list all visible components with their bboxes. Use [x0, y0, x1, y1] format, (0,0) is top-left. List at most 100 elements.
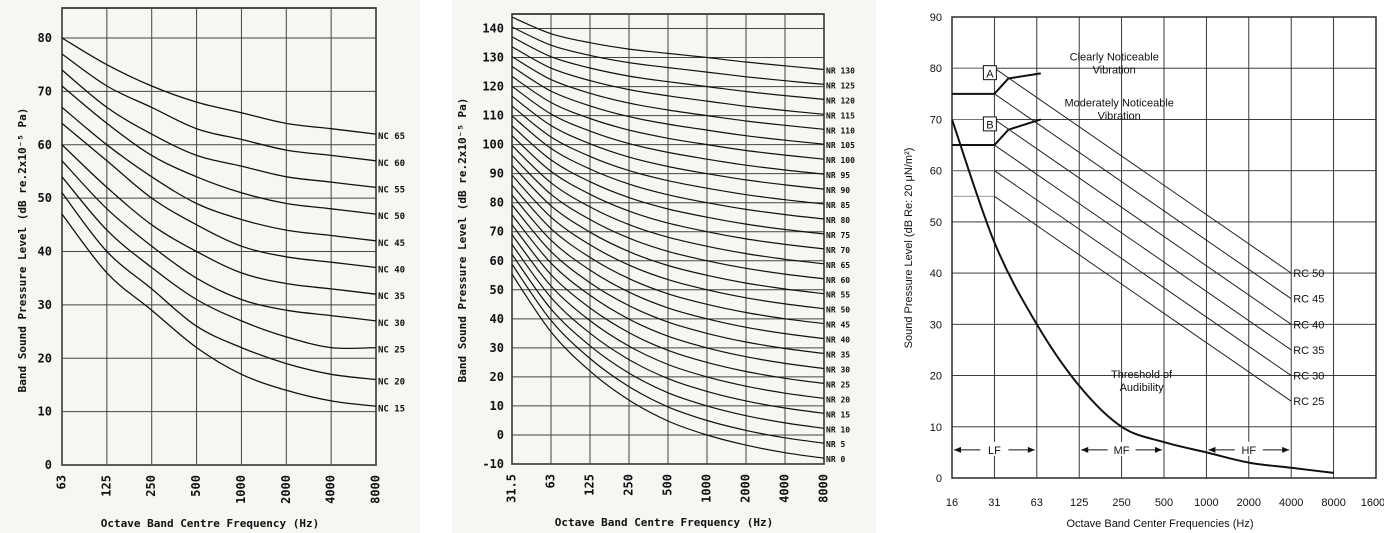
- series-label: NR 35: [826, 351, 850, 360]
- y-tick-label: 80: [38, 31, 52, 45]
- series-label: NC 30: [378, 319, 405, 329]
- series-label: NR 45: [826, 321, 850, 330]
- x-tick-label: 125: [99, 475, 113, 497]
- y-tick-label: 10: [38, 405, 52, 419]
- nr-curve: [511, 184, 825, 325]
- nr-curve: [511, 105, 825, 205]
- x-tick-label: 4000: [324, 475, 338, 504]
- y-tick-label: 90: [490, 167, 504, 181]
- nr-curve: [511, 145, 825, 265]
- mf-label: MF: [1114, 445, 1130, 457]
- series-label: NR 70: [826, 246, 850, 255]
- nr-curve: [511, 204, 825, 355]
- series-label: NR 80: [826, 216, 850, 225]
- label-a: A: [986, 68, 994, 80]
- y-axis-label: Band Sound Pressure Level (dB re.2x10⁻⁵ …: [16, 108, 29, 393]
- nr-curve: [511, 263, 825, 444]
- x-tick-label: 2000: [1237, 497, 1261, 509]
- box-a: [982, 65, 997, 81]
- series-label: NR 125: [826, 81, 855, 90]
- x-tick-label: 31: [988, 497, 1000, 509]
- nc-curve: [61, 37, 377, 135]
- y-tick-label: 0: [45, 458, 52, 472]
- x-tick-label: 500: [189, 475, 203, 497]
- nr-curve: [511, 56, 825, 130]
- nc-curve: [61, 106, 377, 242]
- series-label: NC 65: [378, 132, 405, 142]
- x-axis-label: Octave Band Center Frequencies (Hz): [1066, 518, 1253, 530]
- nr-curve: [511, 224, 825, 384]
- y-tick-label: 50: [38, 191, 52, 205]
- series-label: NC 50: [378, 212, 405, 222]
- lf-arrow-left: [954, 446, 961, 453]
- series-label: NR 75: [826, 231, 850, 240]
- y-tick-label: 110: [482, 109, 504, 123]
- y-tick-label: 100: [482, 138, 504, 152]
- series-label: NR 20: [826, 395, 850, 404]
- y-tick-label: 70: [38, 84, 52, 98]
- series-label: NR 30: [826, 365, 850, 374]
- series-label: RC 35: [1293, 345, 1324, 357]
- x-tick-label: 250: [1112, 497, 1130, 509]
- x-tick-label: 2000: [739, 474, 753, 503]
- x-tick-label: 4000: [778, 474, 792, 503]
- series-label: RC 40: [1293, 319, 1324, 331]
- nr-curve: [511, 135, 825, 250]
- nr-curve: [511, 125, 825, 235]
- y-tick-label: 30: [490, 341, 504, 355]
- series-label: NR 60: [826, 276, 850, 285]
- series-label: NR 0: [826, 455, 845, 464]
- y-axis-label: Band Sound Pressure Level (dB re.2x10⁻⁵ …: [456, 98, 469, 383]
- nr-curve: [511, 244, 825, 414]
- rc-line: [994, 93, 1292, 300]
- series-label: NR 100: [826, 156, 855, 165]
- nr-curve: [511, 164, 825, 295]
- series-label: NR 85: [826, 201, 850, 210]
- x-tick-label: 500: [661, 474, 675, 496]
- nc-curve: [61, 176, 377, 350]
- lf-label-bg: [980, 441, 1009, 456]
- nr-curve: [511, 85, 825, 175]
- x-tick-label: 125: [1070, 497, 1088, 509]
- y-tick-label: -10: [482, 457, 504, 471]
- y-tick-label: 50: [490, 283, 504, 297]
- nc-curve: [61, 85, 377, 215]
- y-tick-label: 60: [38, 138, 52, 152]
- y-tick-label: 10: [930, 422, 942, 434]
- hf-arrow-right: [1282, 446, 1290, 453]
- series-label: NR 115: [826, 111, 855, 120]
- mf-arrow-left: [1081, 446, 1089, 453]
- lf-arrow-right: [1027, 446, 1035, 453]
- region-b-pointer: [993, 118, 1042, 146]
- nr-curve: [511, 16, 825, 71]
- y-tick-label: 40: [930, 268, 942, 280]
- moderately-noticeable-label: Moderately Noticeable Vibration: [1064, 98, 1173, 123]
- nr-curve: [511, 194, 825, 340]
- x-tick-label: 63: [55, 475, 69, 489]
- y-tick-label: 90: [930, 12, 942, 24]
- nc-curve: [61, 213, 377, 407]
- series-label: NR 50: [826, 306, 850, 315]
- y-tick-label: 10: [490, 399, 504, 413]
- y-tick-label: 120: [482, 80, 504, 94]
- x-axis-label: Octave Band Centre Frequency (Hz): [555, 516, 774, 529]
- nc-curve: [61, 53, 377, 162]
- y-tick-label: 70: [490, 225, 504, 239]
- y-tick-label: 0: [497, 428, 504, 442]
- x-axis-label: Octave Band Centre Frequency (Hz): [101, 517, 320, 530]
- y-tick-label: 30: [930, 319, 942, 331]
- rc-line: [994, 195, 1292, 402]
- nr-curve: [511, 75, 825, 160]
- series-label: RC 50: [1293, 268, 1324, 280]
- series-label: RC 45: [1293, 294, 1324, 306]
- nr-curve: [511, 155, 825, 280]
- mf-label-bg: [1107, 441, 1136, 456]
- series-label: NC 40: [378, 266, 405, 276]
- threshold-curve: [951, 119, 1334, 474]
- y-tick-label: 40: [38, 245, 52, 259]
- x-tick-label: 250: [144, 475, 158, 497]
- x-tick-label: 8000: [369, 475, 383, 504]
